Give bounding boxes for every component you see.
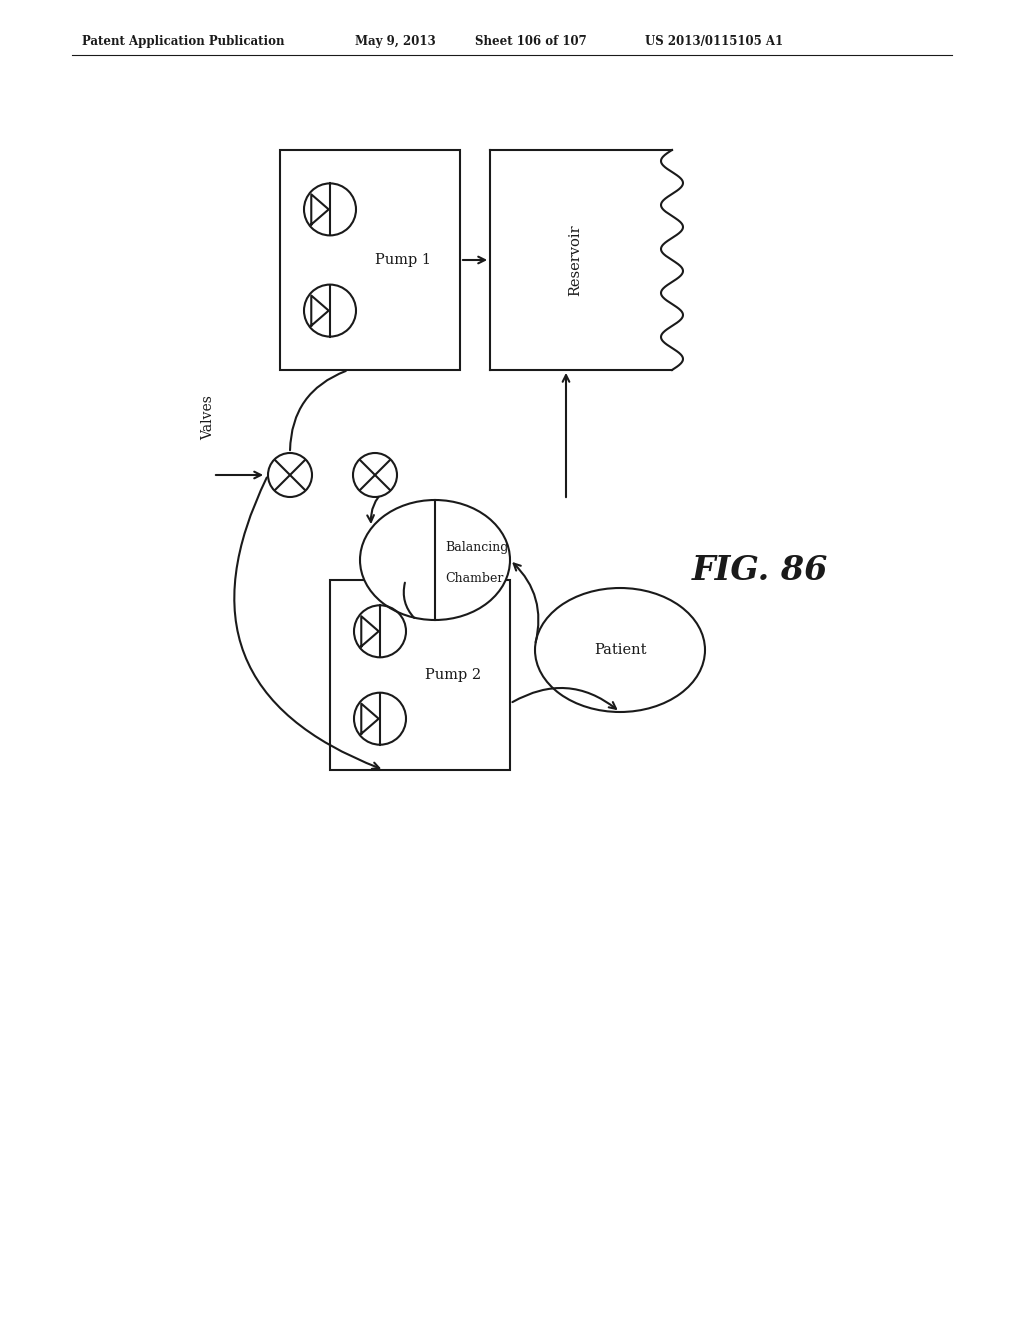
Ellipse shape [535,587,705,711]
Text: Valves: Valves [201,395,215,440]
Text: Reservoir: Reservoir [568,224,582,296]
Text: Chamber: Chamber [445,572,504,585]
FancyArrowPatch shape [234,478,379,768]
Bar [330,579,510,770]
Text: FIG. 86: FIG. 86 [692,553,828,586]
Text: Pump 2: Pump 2 [425,668,481,682]
Bar [280,150,460,370]
Text: Sheet 106 of 107: Sheet 106 of 107 [475,36,587,48]
Circle shape [268,453,312,498]
Ellipse shape [360,500,510,620]
Circle shape [353,453,397,498]
Text: US 2013/0115105 A1: US 2013/0115105 A1 [645,36,783,48]
Text: Patent Application Publication: Patent Application Publication [82,36,285,48]
Text: Patient: Patient [594,643,646,657]
Text: Pump 1: Pump 1 [375,253,431,267]
Text: Balancing: Balancing [445,541,508,554]
Text: May 9, 2013: May 9, 2013 [355,36,436,48]
